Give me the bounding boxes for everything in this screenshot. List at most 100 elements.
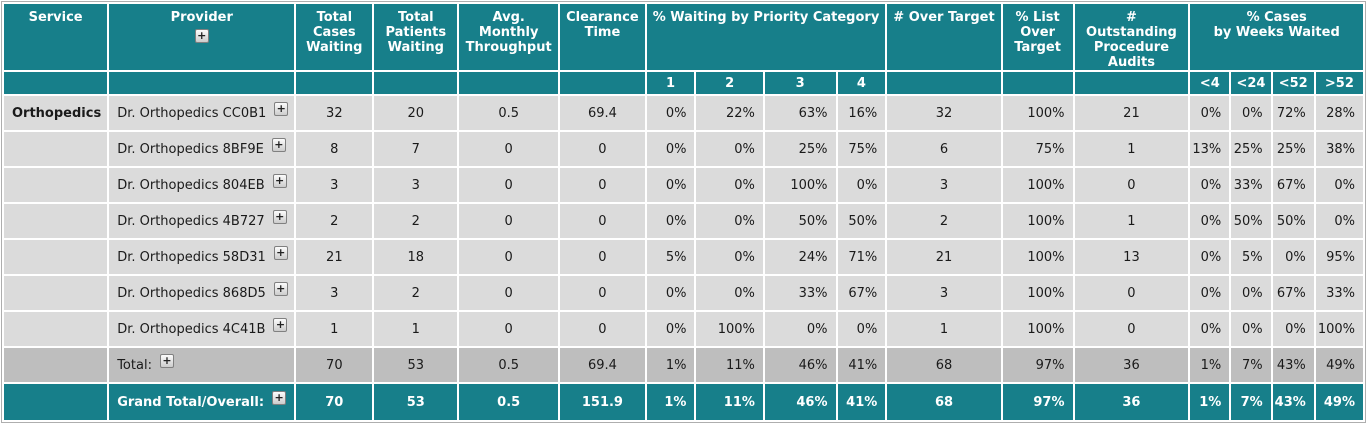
value-cell: 0.5 <box>459 384 559 420</box>
col-header-provider: Provider + <box>109 4 295 70</box>
service-cell <box>4 132 108 166</box>
value-cell: 0% <box>696 240 763 274</box>
col-header-service: Service <box>4 4 108 70</box>
value-cell: 1% <box>646 384 695 420</box>
value-cell: 0 <box>1074 276 1189 310</box>
expand-icon[interactable]: + <box>273 281 288 296</box>
col-header-clearance-time: Clearance Time <box>560 4 645 70</box>
value-cell: 50% <box>1231 204 1271 238</box>
col-header-outstanding-audits: # Outstanding Procedure Audits <box>1074 4 1189 70</box>
value-cell: 0.5 <box>459 96 559 130</box>
value-cell: 69.4 <box>560 96 645 130</box>
col-header-priority-1: 1 <box>646 72 695 94</box>
provider-label: Dr. Orthopedics 804EB <box>117 177 265 193</box>
value-cell: 0% <box>646 96 695 130</box>
service-cell: Orthopedics <box>4 96 108 130</box>
value-cell: 0% <box>1231 312 1271 346</box>
expand-icon[interactable]: + <box>159 353 174 368</box>
value-cell: 25% <box>1272 132 1314 166</box>
subheader-spacer-clearance <box>560 72 645 94</box>
expand-all-providers-icon[interactable]: + <box>194 29 209 43</box>
value-cell: 7% <box>1231 348 1271 382</box>
col-group-priority-category: % Waiting by Priority Category <box>646 4 886 70</box>
value-cell: 0 <box>560 312 645 346</box>
value-cell: 0% <box>696 168 763 202</box>
expand-icon[interactable]: + <box>272 390 287 405</box>
weeks-waited-line1: % Cases <box>1246 10 1307 25</box>
provider-label: Dr. Orthopedics 868D5 <box>117 285 266 301</box>
value-cell: 20 <box>374 96 458 130</box>
value-cell: 100% <box>696 312 763 346</box>
provider-cell: Dr. Orthopedics 804EB + <box>109 168 295 202</box>
provider-row: Dr. Orthopedics 4B727 +2 2 0 0 0% 0% 50% 50% 2 100… <box>4 204 1363 238</box>
weeks-waited-line2: by Weeks Waited <box>1213 25 1340 40</box>
provider-label: Dr. Orthopedics 58D31 <box>117 249 266 265</box>
value-cell: 67% <box>837 276 886 310</box>
value-cell: 36 <box>1074 348 1189 382</box>
value-cell: 1% <box>1190 384 1230 420</box>
provider-row: Dr. Orthopedics 8BF9E +8 7 0 0 0% 0% 25% 75% 6 75%… <box>4 132 1363 166</box>
value-cell: 7% <box>1231 384 1271 420</box>
expand-icon[interactable]: + <box>272 209 287 224</box>
service-cell <box>4 204 108 238</box>
expand-icon[interactable]: + <box>273 245 288 260</box>
value-cell: 0% <box>764 312 836 346</box>
col-header-provider-label: Provider <box>170 10 233 25</box>
value-cell: 67% <box>1272 276 1314 310</box>
value-cell: 3 <box>296 276 373 310</box>
value-cell: 13 <box>1074 240 1189 274</box>
expand-icon[interactable]: + <box>274 101 289 116</box>
value-cell: 100% <box>764 168 836 202</box>
provider-cell: Dr. Orthopedics 4C41B + <box>109 312 295 346</box>
value-cell: 33% <box>764 276 836 310</box>
value-cell: 72% <box>1272 96 1314 130</box>
value-cell: 0% <box>1231 276 1271 310</box>
value-cell: 69.4 <box>560 348 645 382</box>
col-group-weeks-waited: % Cases by Weeks Waited <box>1190 4 1363 70</box>
value-cell: 0 <box>459 240 559 274</box>
expand-icon[interactable]: + <box>271 137 286 152</box>
value-cell: 43% <box>1272 348 1314 382</box>
col-header-weeks-lt4: <4 <box>1190 72 1230 94</box>
value-cell: 100% <box>1002 276 1073 310</box>
value-cell: 38% <box>1315 132 1363 166</box>
value-cell: 71% <box>837 240 886 274</box>
value-cell: 97% <box>1002 348 1073 382</box>
value-cell: 0 <box>459 312 559 346</box>
value-cell: 0 <box>459 204 559 238</box>
value-cell: 53 <box>374 384 458 420</box>
value-cell: 16% <box>837 96 886 130</box>
value-cell: 0% <box>1190 204 1230 238</box>
value-cell: 0 <box>459 168 559 202</box>
value-cell: 32 <box>296 96 373 130</box>
expand-icon[interactable]: + <box>273 317 288 332</box>
value-cell: 18 <box>374 240 458 274</box>
value-cell: 1 <box>296 312 373 346</box>
value-cell: 25% <box>1231 132 1271 166</box>
value-cell: 0% <box>1231 96 1271 130</box>
grand-label: Grand Total/Overall: <box>117 394 265 410</box>
service-cell <box>4 168 108 202</box>
provider-label: Dr. Orthopedics CC0B1 <box>117 105 267 121</box>
value-cell: 95% <box>1315 240 1363 274</box>
provider-row: Dr. Orthopedics 804EB +3 3 0 0 0% 0% 100% 0% 3 100… <box>4 168 1363 202</box>
value-cell: 0 <box>1074 168 1189 202</box>
col-header-priority-4: 4 <box>837 72 886 94</box>
col-header-avg-monthly-throughput: Avg. Monthly Throughput <box>459 4 559 70</box>
value-cell: 151.9 <box>560 384 645 420</box>
value-cell: 6 <box>887 132 1001 166</box>
service-cell <box>4 312 108 346</box>
provider-row: Dr. Orthopedics 4C41B +1 1 0 0 0% 100% 0% 0% 1 100… <box>4 312 1363 346</box>
value-cell: 0 <box>459 132 559 166</box>
value-cell: 63% <box>764 96 836 130</box>
col-header-total-patients-waiting: Total Patients Waiting <box>374 4 458 70</box>
value-cell: 1% <box>1190 348 1230 382</box>
grand-label-cell: Grand Total/Overall: + <box>109 384 295 420</box>
col-header-weeks-gt52: >52 <box>1315 72 1363 94</box>
expand-icon[interactable]: + <box>272 173 287 188</box>
value-cell: 50% <box>1272 204 1314 238</box>
provider-cell: Dr. Orthopedics 8BF9E + <box>109 132 295 166</box>
provider-cell: Dr. Orthopedics 58D31 + <box>109 240 295 274</box>
service-cell <box>4 348 108 382</box>
total-row: Total: +70 53 0.5 69.4 1% 11% 46% 41% 68 97% 36 1% 7%… <box>4 348 1363 382</box>
